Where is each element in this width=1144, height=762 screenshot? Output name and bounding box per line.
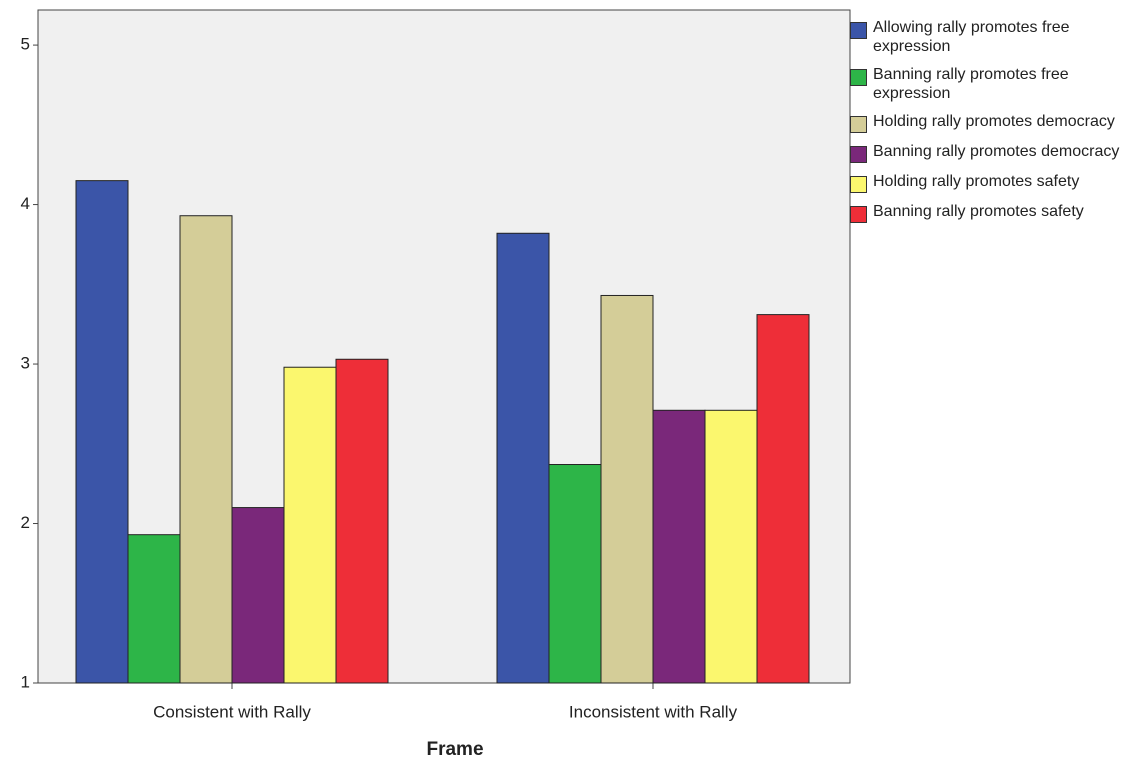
x-tick-label: Inconsistent with Rally (569, 702, 738, 721)
legend-label: Holding rally promotes safety (873, 173, 1080, 190)
legend-entry: Allowing rally promotes free expression (850, 18, 1140, 56)
legend-swatch (850, 146, 867, 163)
legend-entry: Banning rally promotes free expression (850, 65, 1140, 103)
bar (75, 180, 129, 684)
bar (756, 314, 810, 684)
bar (231, 507, 285, 684)
y-tick-label: 2 (21, 513, 30, 532)
bar (127, 534, 181, 684)
legend-entry: Banning rally promotes safety (850, 202, 1140, 223)
legend: Allowing rally promotes free expression B… (850, 18, 1140, 223)
legend-swatch (850, 206, 867, 223)
legend-label: Banning rally promotes free expression (873, 66, 1069, 102)
legend-swatch (850, 69, 867, 86)
bar (652, 409, 706, 684)
legend-swatch (850, 176, 867, 193)
bar (283, 366, 337, 684)
bar (496, 232, 550, 684)
legend-label: Holding rally promotes democracy (873, 113, 1115, 130)
legend-label: Allowing rally promotes free expression (873, 19, 1070, 55)
bar (600, 294, 654, 684)
legend-entry: Holding rally promotes safety (850, 172, 1140, 193)
legend-swatch (850, 22, 867, 39)
legend-label: Banning rally promotes democracy (873, 143, 1120, 160)
y-tick-label: 3 (21, 354, 30, 373)
bar (335, 358, 389, 684)
bar (704, 409, 758, 684)
legend-swatch (850, 116, 867, 133)
bar (548, 464, 602, 684)
legend-entry: Holding rally promotes democracy (850, 112, 1140, 133)
y-tick-label: 4 (21, 194, 30, 213)
legend-entry: Banning rally promotes democracy (850, 142, 1140, 163)
y-tick-label: 1 (21, 672, 30, 691)
x-axis-title: Frame (426, 739, 483, 760)
x-tick-label: Consistent with Rally (153, 702, 311, 721)
legend-label: Banning rally promotes safety (873, 203, 1084, 220)
y-tick-label: 5 (21, 35, 30, 54)
bar (179, 215, 233, 684)
